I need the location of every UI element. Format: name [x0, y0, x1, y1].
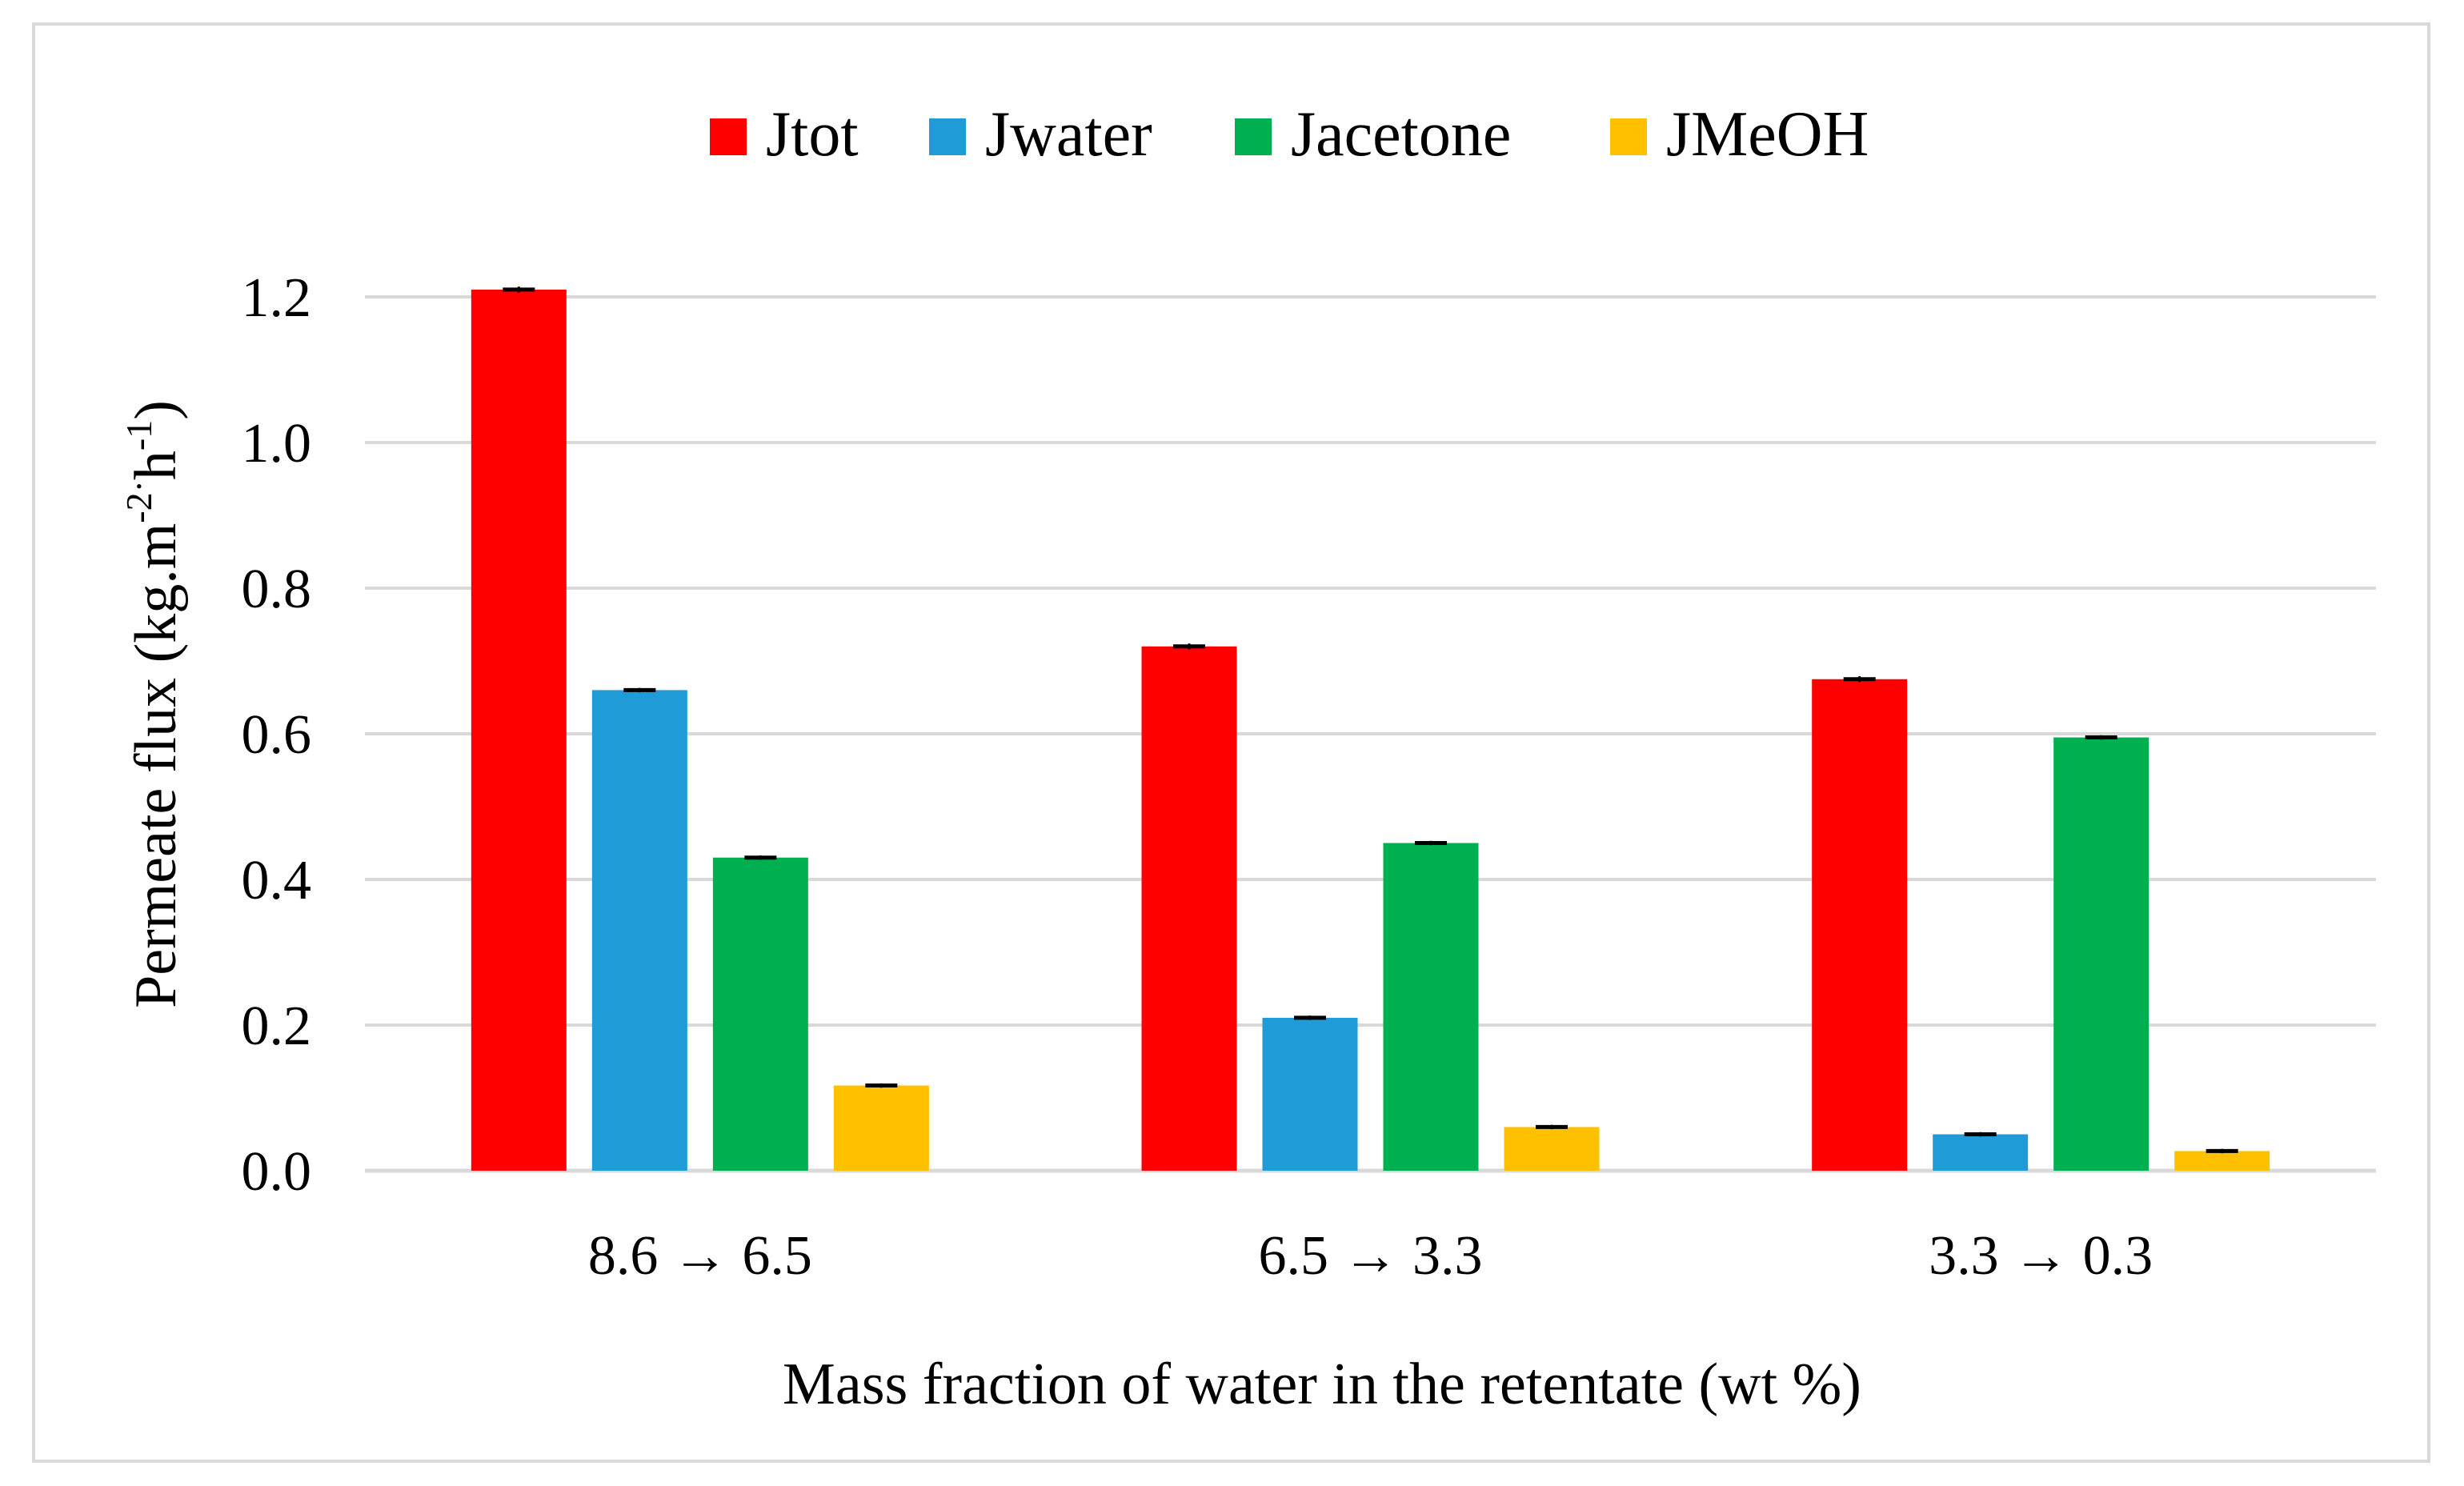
bar-jtot-1: [471, 289, 567, 1171]
legend-label-jmeoh: JMeOH: [1666, 99, 1869, 170]
y-axis-label-end: ): [123, 400, 189, 420]
y-tick-labels: 0.0 0.2 0.4 0.6 0.8 1.0 1.2: [242, 267, 312, 1203]
bar-jtot-3: [1812, 679, 1908, 1171]
y-tick-label: 1.2: [242, 267, 312, 329]
y-axis-label-sup1: -2: [118, 492, 159, 523]
bar-jmeoh-1: [833, 1085, 929, 1171]
legend-label-jacetone: Jacetone: [1291, 99, 1511, 170]
legend-label-jwater: Jwater: [985, 99, 1152, 170]
y-axis-label-mid: h: [123, 451, 189, 480]
bar-jwater-1: [591, 690, 687, 1171]
bar-jmeoh-2: [1504, 1127, 1600, 1171]
y-tick-label: 0.2: [242, 995, 312, 1057]
x-axis-label: Mass fraction of water in the retentate …: [783, 1352, 1861, 1417]
y-tick-label: 0.6: [242, 704, 312, 766]
y-tick-label: 0.8: [242, 559, 312, 620]
x-tick-label: 6.5 → 3.3: [1259, 1225, 1483, 1287]
y-tick-label: 0.4: [242, 850, 312, 911]
legend-label-jtot: Jtot: [766, 99, 859, 170]
bar-jtot-2: [1141, 646, 1237, 1171]
bar-jwater-3: [1933, 1134, 2029, 1171]
bar-chart: 0.0 0.2 0.4 0.6 0.8 1.0 1.2 8.6 → 6.5 6.5 → 3.3…: [118, 99, 2376, 1417]
y-axis-label-main: Permeate flux (kg.m: [123, 523, 189, 1008]
gridlines: [365, 295, 2376, 1173]
legend: Jtot Jwater Jacetone JMeOH: [710, 99, 1869, 170]
legend-swatch-jwater: [929, 118, 966, 155]
error-bars: [503, 286, 2238, 1154]
bar-jmeoh-3: [2174, 1151, 2270, 1171]
bar-jacetone-2: [1383, 843, 1479, 1171]
x-tick-label: 3.3 → 0.3: [1929, 1225, 2153, 1287]
legend-swatch-jmeoh: [1610, 118, 1647, 155]
x-tick-labels: 8.6 → 6.5 6.5 → 3.3 3.3 → 0.3: [588, 1225, 2153, 1287]
bar-jwater-2: [1262, 1017, 1358, 1171]
bar-jacetone-3: [2053, 737, 2149, 1171]
y-axis-label-dot: ·: [118, 480, 159, 492]
bar-jacetone-1: [712, 857, 808, 1171]
x-tick-label: 8.6 → 6.5: [588, 1225, 812, 1287]
y-tick-label: 0.0: [242, 1141, 312, 1203]
y-axis-label: Permeate flux (kg.m-2·h-1): [118, 400, 189, 1008]
bars: [471, 289, 2270, 1171]
legend-swatch-jacetone: [1235, 118, 1272, 155]
y-axis-label-sup2: -1: [118, 420, 159, 451]
y-tick-label: 1.0: [242, 413, 312, 475]
legend-swatch-jtot: [710, 118, 747, 155]
chart-frame: 0.0 0.2 0.4 0.6 0.8 1.0 1.2 8.6 → 6.5 6.5 → 3.3…: [32, 22, 2430, 1463]
